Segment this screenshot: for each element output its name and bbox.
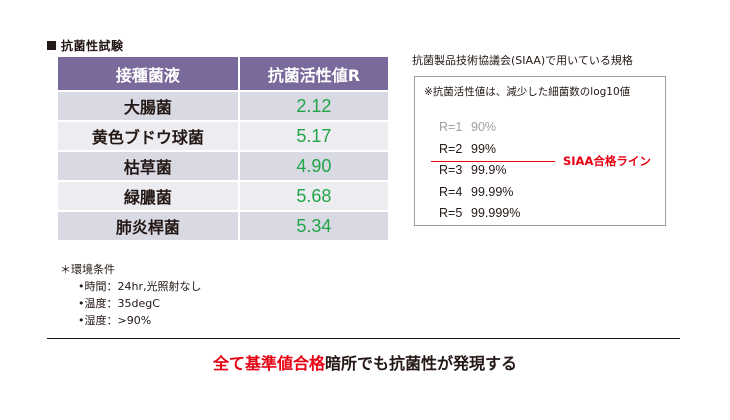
bacteria-name: 大腸菌 <box>58 91 240 122</box>
conclusion-highlight: 全て基準値合格 <box>212 354 325 373</box>
square-bullet-icon <box>47 41 56 50</box>
table-row: 大腸菌 2.12 <box>58 91 388 122</box>
bacteria-name: 緑膿菌 <box>58 181 240 212</box>
conclusion-text: 全て基準値合格暗所でも抗菌性が発現する <box>0 350 730 374</box>
bacteria-name: 黄色ブドウ球菌 <box>58 121 240 152</box>
reference-row: R=2 99% <box>439 141 497 156</box>
reference-title: 抗菌製品技術協議会(SIAA)で用いている規格 <box>412 54 633 67</box>
bacteria-name: 肺炎桿菌 <box>58 211 240 242</box>
table-row: 枯草菌 4.90 <box>58 151 388 182</box>
reference-rows: R=1 90% R=2 99% R=3 99.9% R=4 99.99% R=5 99.9… <box>439 117 520 225</box>
table-row: 肺炎桿菌 5.34 <box>58 211 388 242</box>
divider <box>47 338 680 339</box>
conditions-heading: ＊環境条件 <box>60 263 115 276</box>
siaa-threshold-label: SIAA合格ライン <box>561 153 653 169</box>
conclusion-rest: 暗所でも抗菌性が発現する <box>325 354 518 373</box>
reference-row: R=5 99.999% <box>439 206 521 220</box>
table-header-row: 接種菌液 抗菌活性値R <box>58 57 388 92</box>
r-value: 2.12 <box>238 91 388 122</box>
section-title-text: 抗菌性試験 <box>61 39 124 53</box>
condition-item: •湿度：>90% <box>78 314 152 327</box>
table-row: 黄色ブドウ球菌 5.17 <box>58 121 388 152</box>
condition-item: •時間：24hr,光照射なし <box>78 280 202 293</box>
column-header-r-value: 抗菌活性値R <box>238 57 388 92</box>
r-value: 5.17 <box>238 121 388 152</box>
section-title: 抗菌性試験 <box>47 37 124 54</box>
r-value: 5.34 <box>238 211 388 242</box>
antibacterial-results-table: 接種菌液 抗菌活性値R 大腸菌 2.12 黄色ブドウ球菌 5.17 枯草菌 4.… <box>58 57 388 242</box>
reference-note: ※抗菌活性値は、減少した細菌数のlog10値 <box>424 86 631 98</box>
column-header-bacteria: 接種菌液 <box>58 57 240 92</box>
reference-box: ※抗菌活性値は、減少した細菌数のlog10値 R=1 90% R=2 99% R=3… <box>414 76 666 226</box>
reference-row: R=1 90% <box>439 120 497 134</box>
bacteria-name: 枯草菌 <box>58 151 240 182</box>
table-row: 緑膿菌 5.68 <box>58 181 388 212</box>
r-value: 5.68 <box>238 181 388 212</box>
reference-row: R=3 99.9% <box>439 163 507 177</box>
condition-item: •温度：35degC <box>78 297 160 310</box>
reference-row: R=4 99.99% <box>439 184 514 199</box>
siaa-threshold-line <box>431 161 555 162</box>
r-value: 4.90 <box>238 151 388 182</box>
environment-conditions: ＊環境条件 •時間：24hr,光照射なし •温度：35degC •湿度：>90% <box>60 261 201 329</box>
